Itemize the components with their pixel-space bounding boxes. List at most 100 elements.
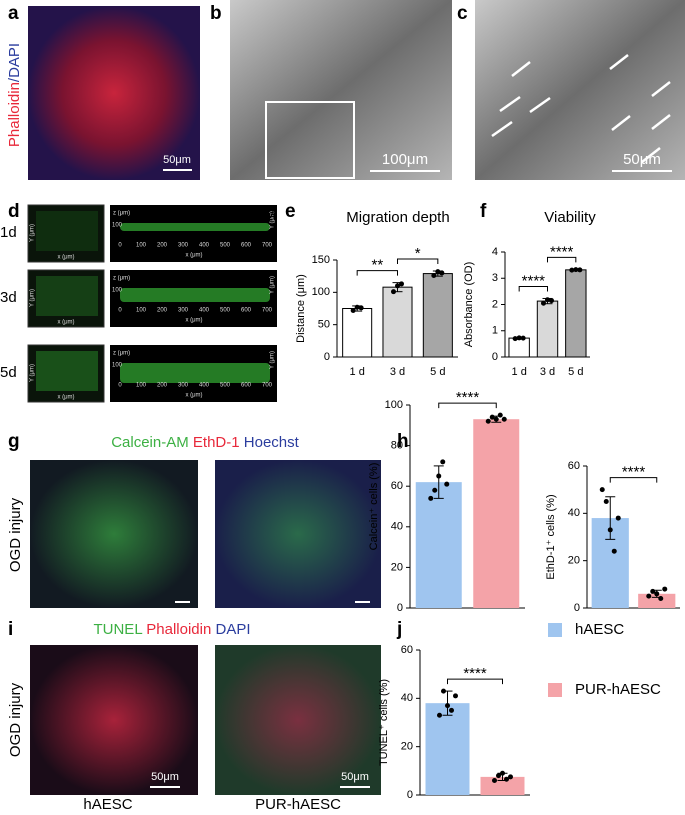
- image-g-2: [215, 460, 381, 608]
- significance-label: **: [371, 257, 383, 274]
- data-point: [599, 487, 605, 493]
- data-point: [520, 335, 526, 341]
- data-point: [615, 515, 621, 521]
- z-label: z (μm): [113, 211, 130, 217]
- data-point: [504, 776, 509, 782]
- cell-layer: [120, 363, 270, 383]
- stain: TUNEL: [93, 621, 142, 638]
- data-point: [541, 300, 546, 306]
- y-tick-label: 0: [407, 789, 413, 801]
- image-i-2: [215, 645, 381, 795]
- data-point: [545, 297, 550, 303]
- x-tick: 100: [136, 308, 147, 314]
- bar: [565, 269, 587, 358]
- legend-swatch: [548, 623, 562, 637]
- data-point: [395, 283, 400, 289]
- x-tick-label: 5 d: [430, 366, 445, 378]
- panel-letter: a: [8, 3, 19, 24]
- x-tick-label: 3 d: [540, 366, 555, 378]
- x-tick: 600: [241, 383, 252, 389]
- data-point: [508, 774, 513, 780]
- significance-label: ****: [622, 464, 646, 481]
- stain: EthD-1: [193, 434, 240, 451]
- x-tick: 600: [241, 243, 252, 249]
- x-tick: 700: [262, 243, 273, 249]
- y-tick-label: 60: [391, 480, 403, 492]
- data-point: [500, 770, 505, 776]
- significance-label: ****: [550, 243, 574, 260]
- data-point: [603, 499, 609, 504]
- bar: [342, 308, 373, 358]
- z-label: z (μm): [113, 276, 130, 282]
- y-label: Y (μm): [30, 289, 36, 307]
- x-tick: 700: [262, 383, 273, 389]
- y-tick-label: 20: [568, 555, 580, 567]
- y-label: Y (μm): [270, 276, 276, 294]
- significance-label: ****: [456, 389, 480, 406]
- stain: Phalloidin: [146, 621, 211, 638]
- data-point: [496, 773, 501, 779]
- data-point: [493, 416, 499, 422]
- cell-layer: [120, 288, 270, 302]
- data-point: [569, 267, 575, 273]
- data-point: [391, 289, 396, 295]
- y-axis-label: TUNEL⁺ cells (%): [378, 679, 390, 766]
- x-tick-label: 1 d: [350, 366, 365, 378]
- data-point: [577, 267, 583, 273]
- image-i-1: [30, 645, 198, 795]
- data-point: [501, 416, 507, 422]
- row-label: 5d: [0, 364, 17, 381]
- cell-layer: [36, 276, 98, 316]
- y-label: Y (μm): [270, 211, 276, 229]
- x-tick: 0: [118, 308, 122, 314]
- x-tick: 600: [241, 308, 252, 314]
- data-point: [512, 336, 518, 342]
- data-point: [350, 307, 356, 313]
- y-tick-label: 20: [401, 741, 413, 753]
- data-point: [431, 273, 437, 279]
- y-axis-label: EthD-1⁺ cells (%): [545, 494, 557, 579]
- scale-label: 50μm: [163, 154, 191, 166]
- x-tick: 700: [262, 308, 273, 314]
- stain-label: Calcein-AM: [199, 205, 277, 222]
- y-tick-label: 40: [568, 507, 580, 519]
- x-tick: 500: [220, 308, 231, 314]
- significance-label: ****: [522, 272, 546, 289]
- y-label: Y (μm): [270, 351, 276, 369]
- panel-letter: f: [480, 201, 487, 222]
- scale-label: 100μm: [382, 151, 428, 168]
- x-tick: 100: [136, 383, 147, 389]
- chart-title: Viability: [544, 209, 596, 226]
- cell-layer: [120, 223, 270, 231]
- image-d-small: [27, 204, 105, 263]
- data-point: [497, 412, 503, 418]
- row-label: 1d: [0, 224, 17, 241]
- x-tick: 500: [220, 243, 231, 249]
- x-tick-label: 1 d: [512, 366, 527, 378]
- data-point: [453, 693, 458, 699]
- y-tick-label: 4: [492, 246, 498, 258]
- y-axis-label: Calcein⁺ cells (%): [368, 463, 380, 551]
- y-tick-label: 80: [391, 440, 403, 452]
- x-tick: 200: [157, 308, 168, 314]
- data-point: [439, 270, 445, 276]
- image-g-1: [30, 460, 198, 608]
- data-point: [611, 548, 617, 554]
- z-tick: 100: [112, 288, 123, 294]
- caption: hAESC: [83, 796, 132, 813]
- chart-title: Migration depth: [346, 209, 449, 226]
- bar: [508, 337, 530, 358]
- y-tick-label: 40: [401, 692, 413, 704]
- data-point: [437, 712, 442, 718]
- y-tick-label: 0: [574, 602, 580, 614]
- x-tick: 0: [118, 243, 122, 249]
- significance-bracket: [356, 270, 398, 276]
- bar: [422, 273, 453, 358]
- significance-label: *: [415, 245, 421, 262]
- data-point: [492, 778, 497, 783]
- data-point: [428, 495, 434, 501]
- y-label: Y (μm): [30, 224, 36, 242]
- data-point: [485, 418, 491, 424]
- panel-letter: c: [457, 3, 468, 24]
- y-tick-label: 0: [492, 351, 498, 363]
